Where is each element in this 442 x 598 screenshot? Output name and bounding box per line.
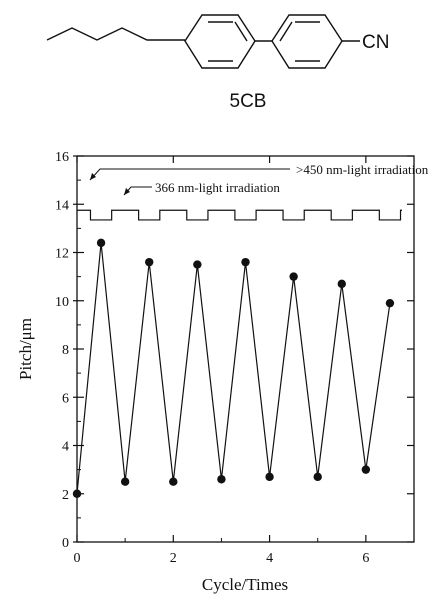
- phenyl-ring-2: [271, 14, 343, 69]
- uv-light-label: 366 nm-light irradiation: [155, 180, 280, 195]
- y-tick-label: 8: [62, 343, 69, 358]
- data-point: [265, 472, 274, 482]
- x-axis-label: Cycle/Times: [202, 575, 288, 594]
- data-point: [120, 477, 130, 486]
- y-axis-label: Pitch/μm: [16, 318, 35, 380]
- data-point: [289, 272, 298, 281]
- axis-ticks: 0 2 4 6 8 10 12 14 16 0 2 4 6: [55, 150, 414, 566]
- y-tick-label: 0: [62, 536, 69, 551]
- data-point: [96, 238, 106, 248]
- data-point: [193, 260, 202, 269]
- data-point: [385, 298, 395, 308]
- irradiation-switch-trace: [77, 209, 402, 221]
- series-line: [76, 242, 391, 494]
- y-tick-label: 10: [55, 295, 69, 310]
- y-tick-label: 4: [62, 440, 69, 455]
- molecule-name: 5CB: [230, 91, 267, 112]
- data-point: [313, 472, 322, 482]
- y-tick-label: 2: [62, 488, 69, 503]
- molecule-structure: [46, 14, 360, 69]
- visible-light-label: >450 nm-light irradiation: [296, 162, 429, 177]
- x-tick-label: 0: [74, 551, 81, 566]
- data-point: [337, 279, 346, 289]
- visible-light-pointer: [89, 168, 290, 181]
- phenyl-ring-1: [184, 14, 256, 69]
- y-tick-label: 14: [55, 198, 69, 213]
- y-tick-label: 16: [55, 150, 69, 165]
- cyano-group-label: CN: [362, 32, 389, 53]
- uv-light-arrowhead: [124, 188, 130, 195]
- x-tick-label: 6: [362, 551, 369, 566]
- data-point: [241, 257, 250, 267]
- chart: 0 2 4 6 8 10 12 14 16 0 2 4 6 >450 nm-light irradiat…: [16, 150, 429, 594]
- data-point: [72, 489, 82, 498]
- visible-light-arrowhead: [90, 173, 96, 180]
- x-tick-label: 4: [266, 551, 273, 566]
- pentyl-chain: [46, 27, 185, 41]
- y-tick-label: 6: [62, 391, 69, 406]
- data-point: [361, 465, 371, 474]
- switch-trace-line: [77, 209, 402, 221]
- pitch-series: [72, 238, 395, 498]
- data-point: [217, 475, 226, 484]
- y-tick-label: 12: [55, 247, 69, 262]
- data-point: [145, 257, 154, 267]
- data-point: [169, 477, 178, 486]
- x-tick-label: 2: [170, 551, 177, 566]
